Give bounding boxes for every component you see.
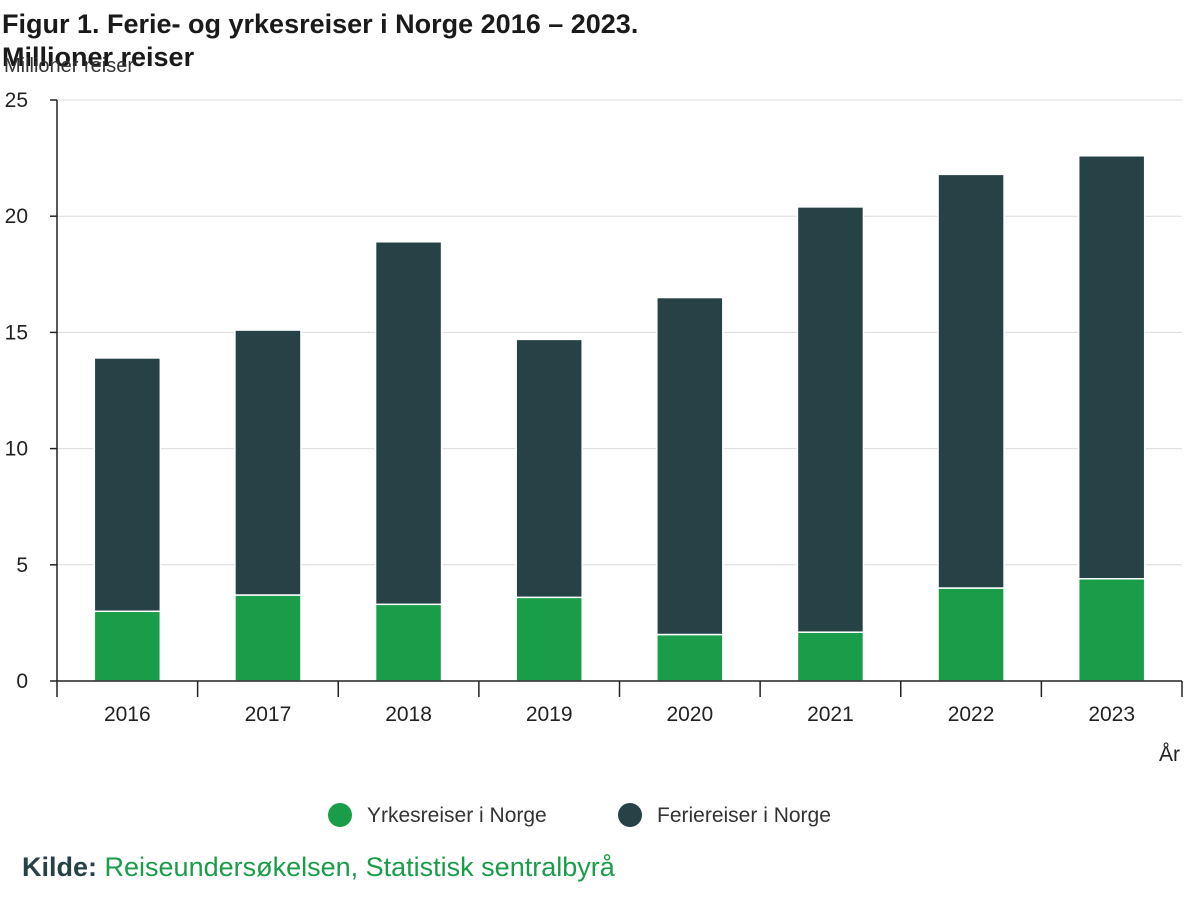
bar-yrkesreiser-2021[interactable] <box>796 631 865 682</box>
y-tick-label: 15 <box>5 321 28 344</box>
x-tick-label: 2019 <box>526 703 573 726</box>
bar-feriereiser-2016[interactable] <box>93 357 162 613</box>
y-tick-label: 10 <box>5 438 28 461</box>
x-tick-label: 2023 <box>1088 703 1135 726</box>
x-tick-label: 2017 <box>245 703 292 726</box>
legend[interactable]: Yrkesreiser i Norge Feriereiser i Norge <box>328 803 831 827</box>
source-key: Kilde: <box>22 852 98 882</box>
gridlines <box>57 99 1182 566</box>
y-tick-label: 5 <box>16 554 28 577</box>
x-tick-label: 2021 <box>807 703 854 726</box>
source-link[interactable]: Reiseundersøkelsen, Statistisk sentralby… <box>104 852 615 882</box>
axes <box>56 100 1182 682</box>
bar-feriereiser-2023[interactable] <box>1077 155 1146 580</box>
chart-title: Figur 1. Ferie- og yrkesreiser i Norge 2… <box>2 8 1192 74</box>
y-tick-label: 25 <box>5 89 28 112</box>
bar-yrkesreiser-2017[interactable] <box>234 594 302 682</box>
legend-item-feriereiser[interactable]: Feriereiser i Norge <box>618 803 831 827</box>
legend-marker <box>328 803 352 827</box>
x-tick-label: 2020 <box>666 703 713 726</box>
bar-yrkesreiser-2018[interactable] <box>374 603 443 682</box>
bar-feriereiser-2019[interactable] <box>515 338 583 599</box>
x-tick-label: 2016 <box>104 703 151 726</box>
x-axis-ticks: 2016 2017 2018 2019 2020 2021 2022 2023 <box>56 681 1183 726</box>
legend-marker <box>618 803 642 827</box>
legend-label: Feriereiser i Norge <box>657 804 831 827</box>
legend-item-yrkesreiser[interactable]: Yrkesreiser i Norge <box>328 803 547 827</box>
legend-label: Yrkesreiser i Norge <box>367 804 547 827</box>
y-axis-ticks: 0 5 10 15 20 25 <box>5 89 57 693</box>
chart-title-line1: Figur 1. Ferie- og yrkesreiser i Norge 2… <box>2 9 639 39</box>
bars <box>93 155 1146 682</box>
chart-title-line2: Millioner reiser <box>2 42 195 72</box>
x-tick-label: 2022 <box>948 703 995 726</box>
y-axis-label: Millioner reiser <box>4 55 134 77</box>
bar-yrkesreiser-2016[interactable] <box>93 610 162 682</box>
bar-feriereiser-2020[interactable] <box>656 296 724 636</box>
bar-feriereiser-2022[interactable] <box>937 173 1005 589</box>
bar-feriereiser-2021[interactable] <box>796 206 865 633</box>
bar-feriereiser-2018[interactable] <box>374 241 443 606</box>
source-note: Kilde: Reiseundersøkelsen, Statistisk se… <box>22 850 615 884</box>
bar-feriereiser-2017[interactable] <box>234 329 302 596</box>
y-tick-label: 0 <box>16 670 28 693</box>
x-tick-label: 2018 <box>385 703 432 726</box>
x-axis-label: År <box>1159 743 1180 766</box>
bar-yrkesreiser-2023[interactable] <box>1077 577 1146 682</box>
y-tick-label: 20 <box>5 205 28 228</box>
bar-yrkesreiser-2022[interactable] <box>937 587 1005 682</box>
bar-yrkesreiser-2020[interactable] <box>656 633 724 682</box>
bar-yrkesreiser-2019[interactable] <box>515 596 583 682</box>
